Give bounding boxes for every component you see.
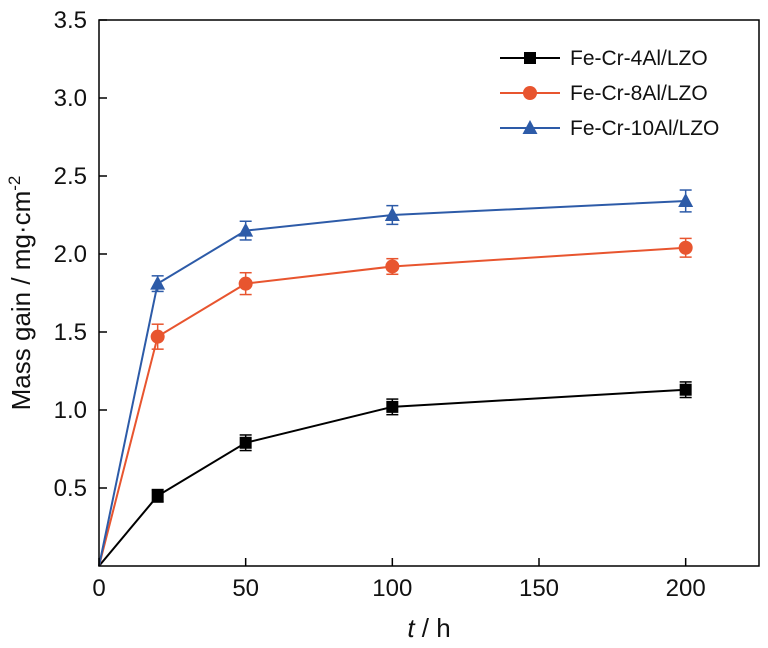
plot-frame <box>98 19 760 567</box>
legend-label: Fe-Cr-8Al/LZO <box>570 82 708 105</box>
legend-entry: Fe-Cr-8Al/LZO <box>500 82 708 105</box>
x-axis-label: t / h <box>407 613 450 643</box>
legend-entry: Fe-Cr-4Al/LZO <box>500 47 708 70</box>
y-tick-label: 3.5 <box>54 7 87 34</box>
plot-marks <box>98 189 694 567</box>
data-point <box>239 436 252 449</box>
data-point <box>150 275 166 290</box>
x-tick-label: 150 <box>519 575 559 602</box>
data-point <box>386 400 399 413</box>
y-axis-label-superscript: -2 <box>5 176 24 191</box>
y-tick-label: 0.5 <box>54 475 87 502</box>
x-tick-label: 100 <box>372 575 412 602</box>
series-line <box>98 388 686 567</box>
y-tick-label: 1.5 <box>54 319 87 346</box>
x-axis-label-italic: t <box>407 613 416 643</box>
data-point <box>238 276 253 291</box>
data-point <box>238 222 254 237</box>
data-point <box>150 329 165 344</box>
series-2 <box>98 237 693 567</box>
legend-marker <box>524 52 536 64</box>
legend-entry: Fe-Cr-10Al/LZO <box>500 117 719 140</box>
legend-marker <box>522 120 538 134</box>
x-tick-label: 50 <box>232 575 259 602</box>
y-tick-label: 3.0 <box>54 85 87 112</box>
legend: Fe-Cr-4Al/LZO Fe-Cr-8Al/LZO Fe-Cr-10Al/LZO <box>500 47 719 140</box>
legend-label: Fe-Cr-10Al/LZO <box>570 117 719 140</box>
data-point <box>679 383 692 396</box>
x-tick-label: 0 <box>92 575 105 602</box>
series-3 <box>98 189 694 567</box>
y-tick-label: 2.0 <box>54 241 87 268</box>
y-axis-label: Mass gain / mg·cm-2 <box>5 176 36 411</box>
y-axis-label-main: Mass gain / mg·cm <box>6 191 36 411</box>
data-point <box>678 192 694 207</box>
x-axis-label-unit: / h <box>415 613 451 643</box>
y-tick-label: 2.5 <box>54 163 87 190</box>
x-tick-label: 200 <box>666 575 706 602</box>
series-1 <box>98 381 692 567</box>
data-point <box>385 259 400 274</box>
y-tick-label: 1.0 <box>54 397 87 424</box>
legend-marker <box>523 86 537 100</box>
axes: 0 50 100 150 200 0.5 1.0 1.5 2.0 2.5 3.0 3.5 <box>54 7 706 602</box>
data-point <box>384 207 400 221</box>
series-line <box>98 199 686 567</box>
data-point <box>151 489 164 502</box>
data-point <box>678 240 693 255</box>
legend-label: Fe-Cr-4Al/LZO <box>570 47 708 70</box>
